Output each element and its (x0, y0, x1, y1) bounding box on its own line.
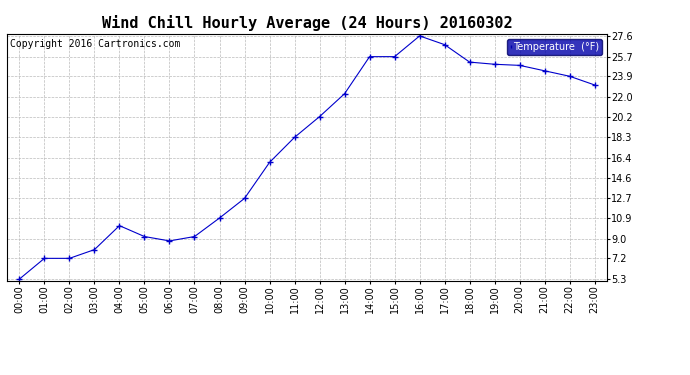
Title: Wind Chill Hourly Average (24 Hours) 20160302: Wind Chill Hourly Average (24 Hours) 201… (101, 15, 513, 31)
Text: Copyright 2016 Cartronics.com: Copyright 2016 Cartronics.com (10, 39, 180, 49)
Legend: Temperature  (°F): Temperature (°F) (507, 39, 602, 56)
